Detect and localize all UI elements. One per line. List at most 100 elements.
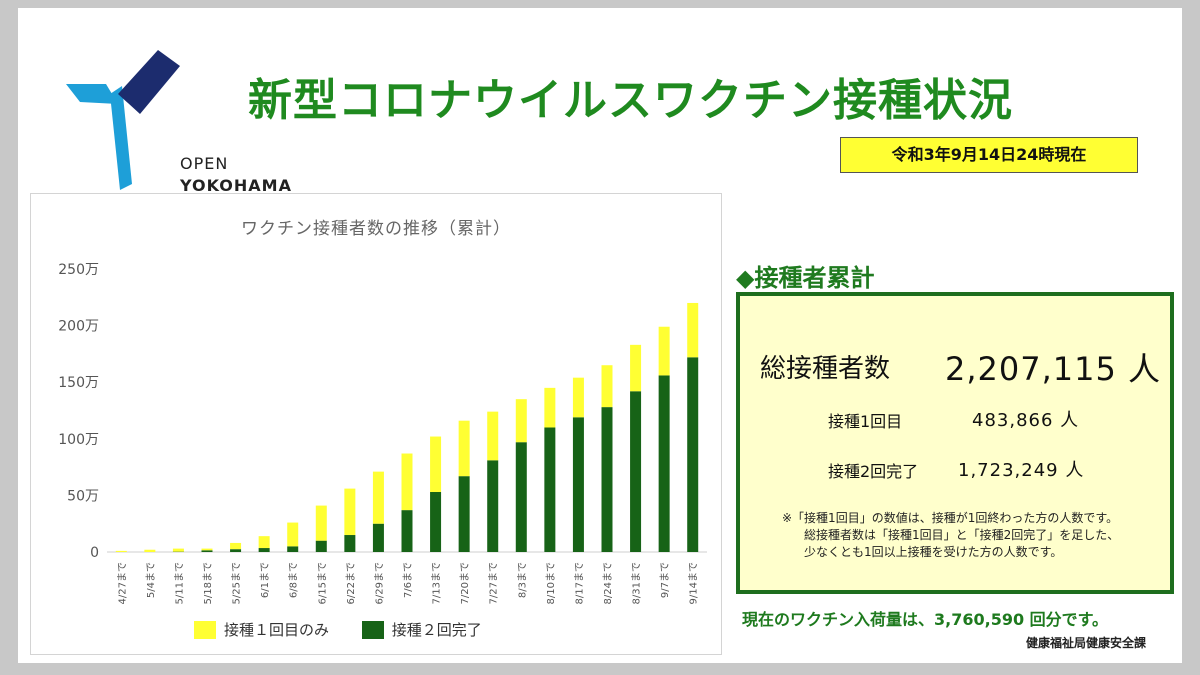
x-tick-label: 7/20まで: [459, 562, 471, 604]
summary-box: 総接種者数 2,207,115 人 接種1回目 483,866 人 接種2回完了…: [736, 292, 1174, 594]
logo-stem-icon: [110, 86, 132, 190]
x-tick-label: 8/17まで: [573, 562, 585, 604]
bar-second-dose: [372, 523, 384, 552]
bar-first-dose: [630, 344, 642, 392]
bar-first-dose: [344, 488, 356, 536]
bar-second-dose: [401, 510, 413, 552]
as-of-date: 令和3年9月14日24時現在: [840, 137, 1138, 173]
slide: OPEN YOKOHAMA 新型コロナウイルスワクチン接種状況 令和3年9月14…: [18, 8, 1182, 663]
second-dose-value: 1,723,249 人: [958, 460, 1085, 481]
bar-first-dose: [144, 549, 156, 552]
bar-second-dose: [201, 550, 213, 552]
y-tick-label: 50万: [67, 488, 99, 504]
vaccination-bar-chart: 0 50万 100万 150万 200万 250万 4/27まで 5/4まで 5/11まで 5/1…: [58, 262, 707, 604]
y-tick-label: 200万: [58, 319, 99, 335]
legend-item-first: 接種１回目のみ: [194, 619, 329, 640]
y-tick-label: 0: [90, 545, 99, 561]
legend-label-first: 接種１回目のみ: [224, 621, 330, 639]
bar-first-dose: [687, 302, 699, 358]
bar-first-dose: [115, 550, 127, 552]
x-tick-label: 8/10まで: [545, 562, 557, 604]
bar-second-dose: [658, 375, 670, 552]
legend-swatch-first: [194, 620, 216, 639]
first-dose-value: 483,866 人: [972, 410, 1080, 431]
bar-second-dose: [572, 417, 584, 552]
bar-second-dose: [430, 492, 442, 552]
x-tick-label: 6/15まで: [316, 562, 328, 604]
bar-first-dose: [230, 542, 242, 550]
bar-first-dose: [401, 453, 413, 511]
x-tick-label: 5/18まで: [202, 562, 214, 604]
x-tick-label: 8/24まで: [602, 562, 614, 604]
second-dose-label: 接種2回完了: [828, 462, 919, 481]
bar-first-dose: [315, 505, 327, 541]
chart-panel: ワクチン接種者数の推移（累計） 0 50万 100万 150万 200万 250万 4/27…: [30, 193, 722, 655]
x-tick-label: 9/14まで: [688, 562, 700, 604]
yokohama-logo-mark-icon: [66, 50, 180, 190]
bar-second-dose: [544, 427, 556, 552]
open-yokohama-logo: OPEN YOKOHAMA: [62, 44, 291, 195]
bar-second-dose: [315, 540, 327, 552]
legend-swatch-second: [361, 620, 384, 639]
x-tick-label: 9/7まで: [659, 562, 671, 598]
bar-first-dose: [287, 522, 299, 547]
total-label: 総接種者数: [760, 354, 891, 384]
x-tick-label: 5/11まで: [173, 562, 185, 604]
x-tick-label: 7/13まで: [431, 562, 443, 604]
bar-first-dose: [458, 420, 470, 477]
bar-first-dose: [430, 436, 442, 493]
x-tick-label: 7/27まで: [488, 562, 500, 604]
bar-first-dose: [487, 411, 499, 461]
note-line-1: ※「接種1回目」の数値は、接種が1回終わった方の人数です。: [782, 511, 1119, 525]
logo-left-wing-icon: [66, 84, 118, 104]
bar-second-dose: [258, 548, 270, 552]
note-line-2: 総接種者数は「接種1回目」と「接種2回完了」を足した、: [804, 528, 1120, 542]
logo-text-open: OPEN: [180, 154, 229, 173]
x-tick-label: 6/1まで: [259, 562, 271, 598]
logo-text-yokohama: YOKOHAMA: [180, 176, 292, 195]
bar-first-dose: [515, 399, 527, 443]
bar-second-dose: [230, 549, 242, 552]
bar-first-dose: [658, 326, 670, 376]
bar-second-dose: [630, 391, 642, 552]
bar-second-dose: [487, 460, 499, 552]
chart-title: ワクチン接種者数の推移（累計）: [241, 219, 511, 239]
vaccine-stock-text: 現在のワクチン入荷量は、3,760,590 回分です。: [742, 610, 1109, 629]
y-tick-label: 150万: [58, 375, 99, 391]
chart-legend: 接種１回目のみ 接種２回完了: [194, 619, 510, 643]
bar-second-dose: [287, 546, 299, 552]
x-tick-label: 6/8まで: [288, 562, 300, 598]
department-name: 健康福祉局健康安全課: [1026, 636, 1147, 650]
legend-item-second: 接種２回完了: [361, 619, 482, 640]
bar-second-dose: [515, 442, 527, 552]
bar-first-dose: [544, 387, 556, 428]
bar-first-dose: [172, 548, 184, 552]
x-tick-label: 4/27まで: [116, 562, 128, 604]
x-tick-label: 5/25まで: [231, 562, 243, 604]
note-line-3: 少なくとも1回以上接種を受けた方の人数です。: [804, 545, 1063, 559]
x-tick-label: 6/29まで: [373, 562, 385, 604]
x-tick-label: 6/22まで: [345, 562, 357, 604]
y-tick-label: 250万: [58, 262, 99, 278]
x-tick-label: 5/4まで: [145, 562, 157, 598]
total-value: 2,207,115 人: [945, 350, 1162, 388]
bar-second-dose: [687, 357, 699, 552]
page-title: 新型コロナウイルスワクチン接種状況: [248, 75, 1013, 126]
x-tick-label: 7/6まで: [402, 562, 414, 598]
bar-second-dose: [458, 476, 470, 552]
bar-second-dose: [344, 535, 356, 552]
summary-heading: ◆接種者累計: [736, 264, 875, 292]
first-dose-label: 接種1回目: [828, 412, 903, 431]
x-tick-label: 8/31まで: [631, 562, 643, 604]
bar-first-dose: [201, 548, 213, 551]
bar-first-dose: [372, 471, 384, 524]
bar-first-dose: [258, 536, 270, 549]
legend-label-second: 接種２回完了: [391, 621, 482, 639]
y-tick-label: 100万: [58, 432, 99, 448]
logo-right-wing-icon: [118, 50, 180, 114]
x-tick-label: 8/3まで: [516, 562, 528, 598]
summary-note: ※「接種1回目」の数値は、接種が1回終わった方の人数です。 総接種者数は「接種1…: [782, 510, 1119, 561]
bar-first-dose: [601, 365, 613, 408]
bar-first-dose: [572, 377, 584, 418]
bar-second-dose: [601, 407, 613, 552]
